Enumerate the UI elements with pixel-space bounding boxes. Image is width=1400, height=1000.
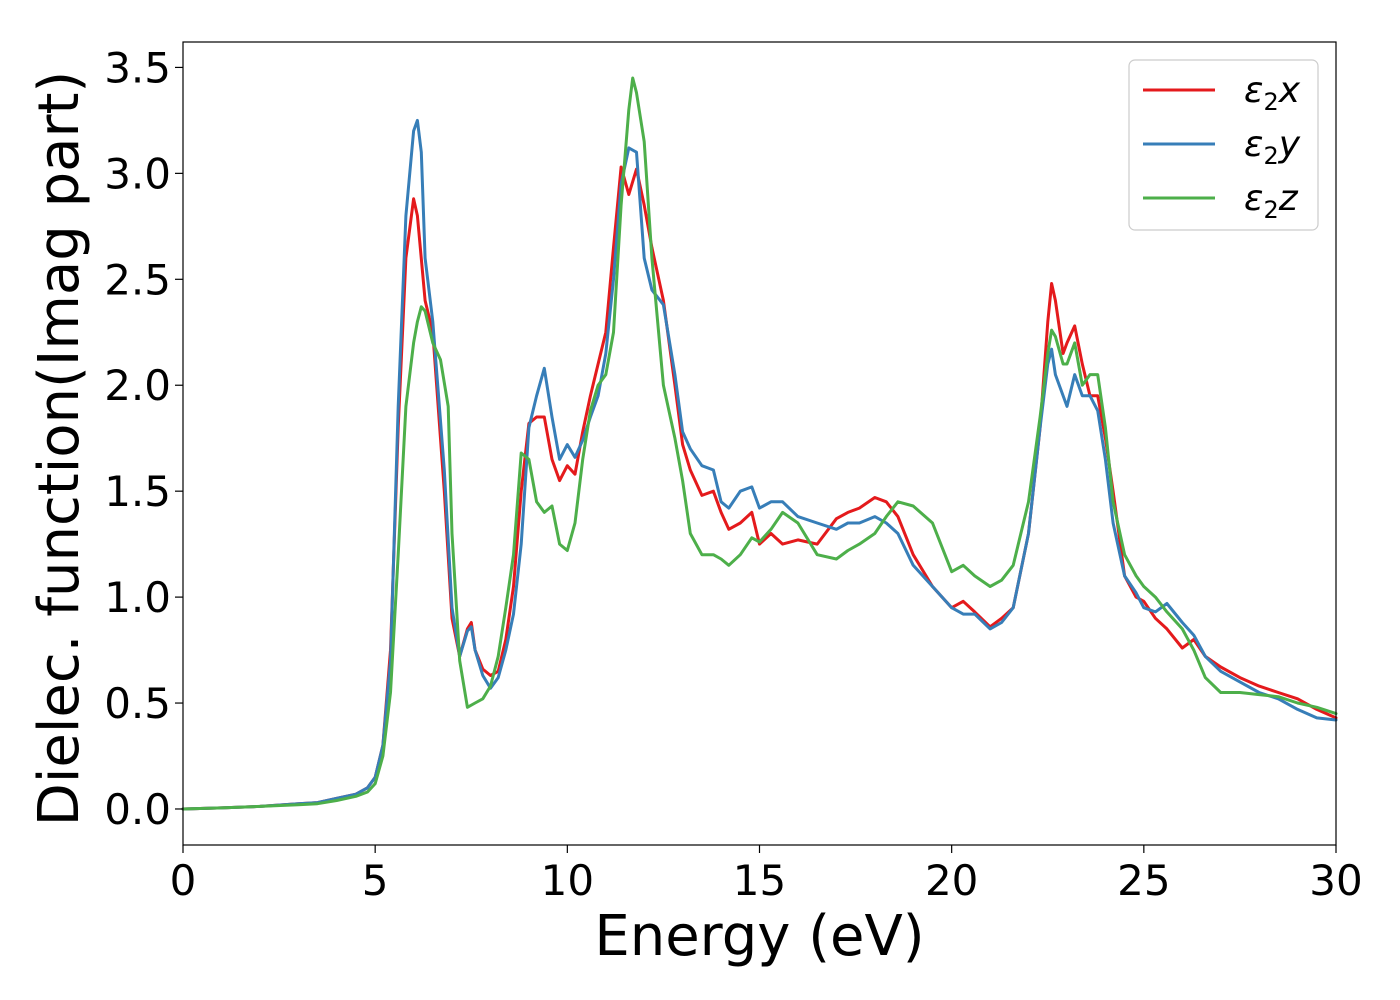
- y-tick-label: 2.0: [104, 361, 171, 410]
- legend-label-2: ε2y: [1244, 124, 1301, 170]
- x-tick-label: 20: [925, 856, 978, 905]
- y-axis-label: Dielec. function(Imag part): [27, 71, 92, 827]
- x-tick-label: 5: [362, 856, 389, 905]
- x-tick-label: 0: [170, 856, 197, 905]
- legend-label-1: ε2x: [1244, 70, 1301, 116]
- series-layer: [181, 76, 1338, 811]
- x-tick-label: 30: [1309, 856, 1362, 905]
- x-tick-label: 15: [733, 856, 786, 905]
- x-tick-label: 25: [1117, 856, 1170, 905]
- y-tick-label: 1.5: [104, 467, 171, 516]
- legend: ε2x ε2y ε2z: [1128, 59, 1319, 231]
- y-tick-label: 3.5: [104, 43, 171, 92]
- legend-box: [1128, 59, 1319, 231]
- y-tick-label: 1.0: [104, 573, 171, 622]
- x-tick-label: 10: [541, 856, 594, 905]
- y-axis: 0.0 0.5 1.0 1.5 2.0 2.5 3.0 3.5: [104, 43, 183, 834]
- x-axis: 0 5 10 15 20 25 30: [170, 845, 1363, 905]
- legend-label-3: ε2z: [1244, 178, 1299, 224]
- series-line-3: [181, 76, 1338, 811]
- x-axis-label: Energy (eV): [594, 904, 924, 969]
- y-tick-label: 0.5: [104, 679, 171, 728]
- y-tick-label: 3.0: [104, 149, 171, 198]
- y-tick-label: 2.5: [104, 255, 171, 304]
- y-tick-label: 0.0: [104, 785, 171, 834]
